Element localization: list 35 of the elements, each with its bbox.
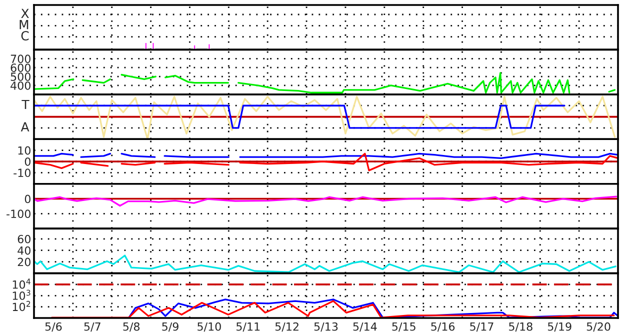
- text: C: [21, 31, 29, 40]
- y-tick-label: 60: [18, 234, 30, 244]
- x-tick-label: 5/16: [431, 322, 455, 332]
- y-tick-label: 400: [10, 81, 30, 90]
- y-tick-label: 600: [10, 64, 30, 72]
- text: T: [22, 100, 30, 110]
- y-tick-label: 500: [10, 72, 30, 81]
- y-tick-label: -100: [6, 210, 30, 218]
- y-tick-label: 0: [24, 194, 30, 204]
- y-tick-label: -10: [14, 168, 30, 178]
- y-tick-label: 0: [24, 157, 30, 166]
- y-tick-label: 10$^{2}$: [12, 300, 30, 312]
- x-tick-label: 5/11: [236, 322, 260, 332]
- x-tick-label: 5/12: [275, 322, 298, 332]
- x-tick-label: 5/10: [198, 322, 221, 332]
- x-tick-label: 5/9: [162, 322, 178, 332]
- x-tick-label: 5/17: [470, 322, 494, 332]
- y-tick-label: 40: [18, 246, 30, 255]
- x-tick-label: 5/20: [586, 322, 610, 332]
- x-tick-label: 5/14: [353, 322, 377, 332]
- y-tick-label: 20: [18, 258, 30, 266]
- x-tick-label: 5/8: [123, 322, 140, 332]
- x-tick-label: 5/15: [392, 322, 416, 332]
- text: M: [20, 20, 28, 30]
- y-tick-label: 10: [18, 146, 30, 155]
- y-tick-label: 700: [10, 54, 30, 64]
- text: A: [20, 122, 30, 132]
- text: X: [21, 8, 29, 18]
- x-tick-label: 5/19: [548, 322, 572, 332]
- x-tick-label: 5/6: [45, 322, 62, 332]
- x-tick-label: 5/7: [84, 322, 100, 332]
- x-tick-label: 5/13: [314, 322, 338, 332]
- y-tick-label: 10$^{4}$: [12, 278, 30, 289]
- x-tick-label: 5/18: [509, 322, 532, 332]
- y-tick-label: 10$^{3}$: [12, 290, 30, 300]
